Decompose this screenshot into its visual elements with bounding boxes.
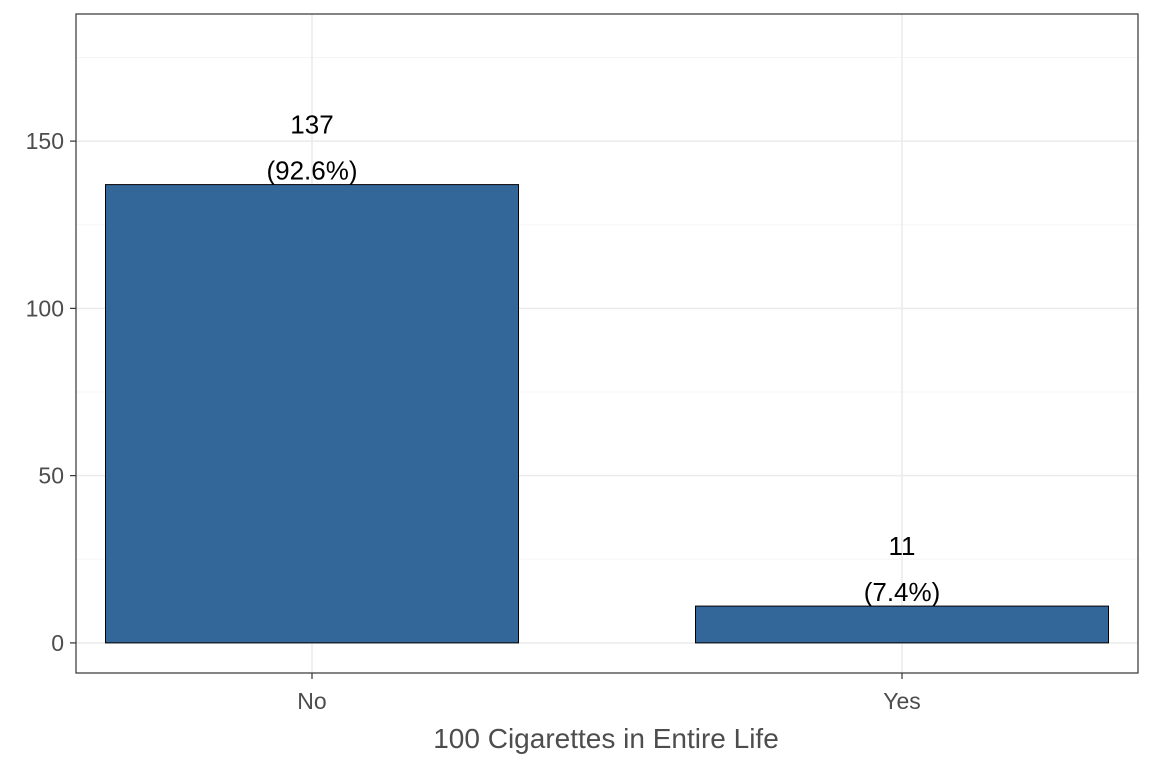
y-tick-label: 0 bbox=[51, 630, 64, 656]
y-tick-label: 100 bbox=[26, 295, 64, 321]
bar-count-label: 137 bbox=[290, 110, 333, 140]
bar-no bbox=[105, 184, 519, 644]
x-axis: No Yes bbox=[297, 673, 921, 714]
bar-percent-label: (7.4%) bbox=[864, 577, 941, 607]
x-tick-label: Yes bbox=[883, 688, 921, 714]
x-tick-label: No bbox=[297, 688, 326, 714]
y-tick-label: 150 bbox=[26, 128, 64, 154]
y-tick-label: 50 bbox=[38, 463, 64, 489]
bar-percent-label: (92.6%) bbox=[266, 156, 357, 186]
bar-yes bbox=[695, 605, 1109, 644]
x-axis-title: 100 Cigarettes in Entire Life bbox=[433, 723, 779, 754]
panel-border bbox=[75, 13, 1139, 674]
bars bbox=[105, 184, 1109, 644]
bar-labels: 137 (92.6%) 11 (7.4%) bbox=[266, 110, 940, 607]
y-axis: 0 50 100 150 bbox=[26, 128, 76, 656]
bar-count-label: 11 bbox=[889, 531, 916, 561]
